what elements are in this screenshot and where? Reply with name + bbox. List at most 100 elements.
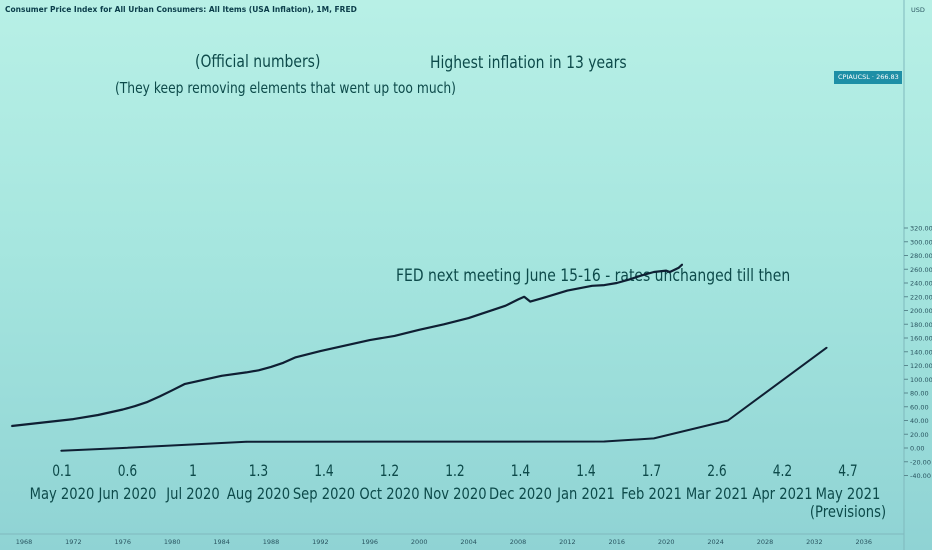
table-month: May 2021 xyxy=(816,485,881,504)
table-value: 1.7 xyxy=(642,462,661,480)
y-tick-label: 180.00 xyxy=(910,321,932,329)
table-value: 1.2 xyxy=(445,462,464,480)
y-tick-label: 0.00 xyxy=(910,445,924,453)
table-value: 0.1 xyxy=(52,462,71,480)
y-tick-label: 320.00 xyxy=(910,225,932,233)
table-value: 4.7 xyxy=(838,462,857,480)
table-value: 1.2 xyxy=(380,462,399,480)
series-point-cpiaucsl xyxy=(653,271,655,273)
series-point-cpiaucsl xyxy=(294,356,297,359)
table-value: 1.3 xyxy=(249,462,268,480)
series-point-cpiaucsl xyxy=(245,371,248,374)
x-tick-label: 2008 xyxy=(510,538,527,546)
table-month: Jul 2020 xyxy=(165,485,219,504)
y-tick-label: 260.00 xyxy=(910,266,932,274)
x-tick-label: 1996 xyxy=(362,538,379,546)
series-point-drawn xyxy=(727,419,729,422)
x-tick-label: 2004 xyxy=(460,538,477,546)
series-point-cpiaucsl xyxy=(529,300,532,303)
series-point-cpiaucsl xyxy=(517,298,519,301)
x-tick-label: 1980 xyxy=(164,538,181,546)
annotation-removing: (They keep removing elements that went u… xyxy=(115,79,456,97)
series-point-drawn xyxy=(245,441,248,443)
series-point-cpiaucsl xyxy=(196,380,198,383)
series-point-cpiaucsl xyxy=(393,335,396,337)
x-tick-label: 1968 xyxy=(16,538,33,546)
series-point-cpiaucsl xyxy=(344,344,346,347)
series-point-cpiaucsl xyxy=(603,284,606,286)
series-point-drawn xyxy=(60,449,62,452)
table-month: Nov 2020 xyxy=(423,485,486,504)
last-price-tag[interactable]: CPIAUCSL · 266.83 xyxy=(834,71,902,84)
series-point-cpiaucsl xyxy=(319,350,322,352)
x-tick-label: 2020 xyxy=(658,538,675,546)
series-point-cpiaucsl xyxy=(270,366,272,368)
x-tick-label: 1988 xyxy=(263,538,280,546)
x-tick-label: 2036 xyxy=(856,538,873,546)
series-point-cpiaucsl xyxy=(523,295,525,298)
x-tick-label: 2012 xyxy=(559,538,576,546)
table-month: Jan 2021 xyxy=(556,485,615,504)
series-point-cpiaucsl xyxy=(47,421,50,423)
x-tick-label: 2000 xyxy=(411,538,428,546)
series-point-cpiaucsl xyxy=(541,297,544,299)
series-point-cpiaucsl xyxy=(616,282,618,284)
y-tick-label: 40.00 xyxy=(910,417,929,425)
y-tick-label: 160.00 xyxy=(910,335,932,343)
table-month: Aug 2020 xyxy=(227,485,290,504)
series-point-cpiaucsl xyxy=(183,383,186,385)
series-point-cpiaucsl xyxy=(282,361,285,364)
series-point-cpiaucsl xyxy=(72,418,75,420)
series-point-cpiaucsl xyxy=(122,408,124,411)
y-tick-label: 220.00 xyxy=(910,293,932,301)
x-tick-label: 2024 xyxy=(707,538,724,546)
series-point-cpiaucsl xyxy=(146,401,149,403)
table-month: Apr 2021 xyxy=(752,485,812,504)
series-point-cpiaucsl xyxy=(492,309,495,311)
series-point-cpiaucsl xyxy=(640,274,643,277)
table-value: 4.2 xyxy=(773,462,792,480)
table-value: 1.4 xyxy=(314,462,333,480)
x-tick-label: 1976 xyxy=(115,538,132,546)
table-value: 0.6 xyxy=(118,462,137,480)
x-tick-label: 1992 xyxy=(312,538,329,546)
series-point-cpiaucsl xyxy=(134,405,136,407)
series-point-cpiaucsl xyxy=(220,375,223,377)
series-point-cpiaucsl xyxy=(257,369,260,372)
table-month: Sep 2020 xyxy=(293,485,355,504)
y-tick-label: 100.00 xyxy=(910,376,932,384)
y-tick-label: 300.00 xyxy=(910,238,932,246)
x-tick-label: 1972 xyxy=(65,538,82,546)
series-point-cpiaucsl xyxy=(677,267,680,269)
table-value: 1.4 xyxy=(511,462,530,480)
y-tick-label: 20.00 xyxy=(910,431,929,439)
annotation-official: (Official numbers) xyxy=(195,52,321,72)
x-tick-label: 2016 xyxy=(609,538,626,546)
series-point-cpiaucsl xyxy=(681,263,684,266)
y-tick-label: 240.00 xyxy=(910,280,932,288)
table-month: Oct 2020 xyxy=(359,485,419,504)
y-tick-label: -20.00 xyxy=(910,458,931,466)
table-month: May 2020 xyxy=(30,485,95,504)
series-point-drawn xyxy=(603,440,606,443)
x-tick-label: 2032 xyxy=(806,538,823,546)
series-point-drawn xyxy=(825,346,828,349)
table-value: 1 xyxy=(189,462,197,480)
y-tick-label: 60.00 xyxy=(910,403,929,411)
series-point-cpiaucsl xyxy=(418,328,421,331)
series-point-cpiaucsl xyxy=(665,269,667,272)
series-line-cpiaucsl xyxy=(11,263,684,428)
y-tick-label: 80.00 xyxy=(910,390,929,398)
table-footnote: (Previsions) xyxy=(810,503,886,522)
series-point-cpiaucsl xyxy=(480,313,482,315)
series-line-drawn xyxy=(60,346,828,452)
series-point-cpiaucsl xyxy=(628,278,630,281)
y-tick-label: 200.00 xyxy=(910,307,932,315)
annotation-fed: FED next meeting June 15-16 - rates unch… xyxy=(396,266,791,286)
y-tick-label: -40.00 xyxy=(910,472,931,480)
series-point-cpiaucsl xyxy=(97,414,99,416)
series-point-drawn xyxy=(122,447,124,449)
table-month: Mar 2021 xyxy=(686,485,748,504)
series-point-cpiaucsl xyxy=(443,323,445,326)
